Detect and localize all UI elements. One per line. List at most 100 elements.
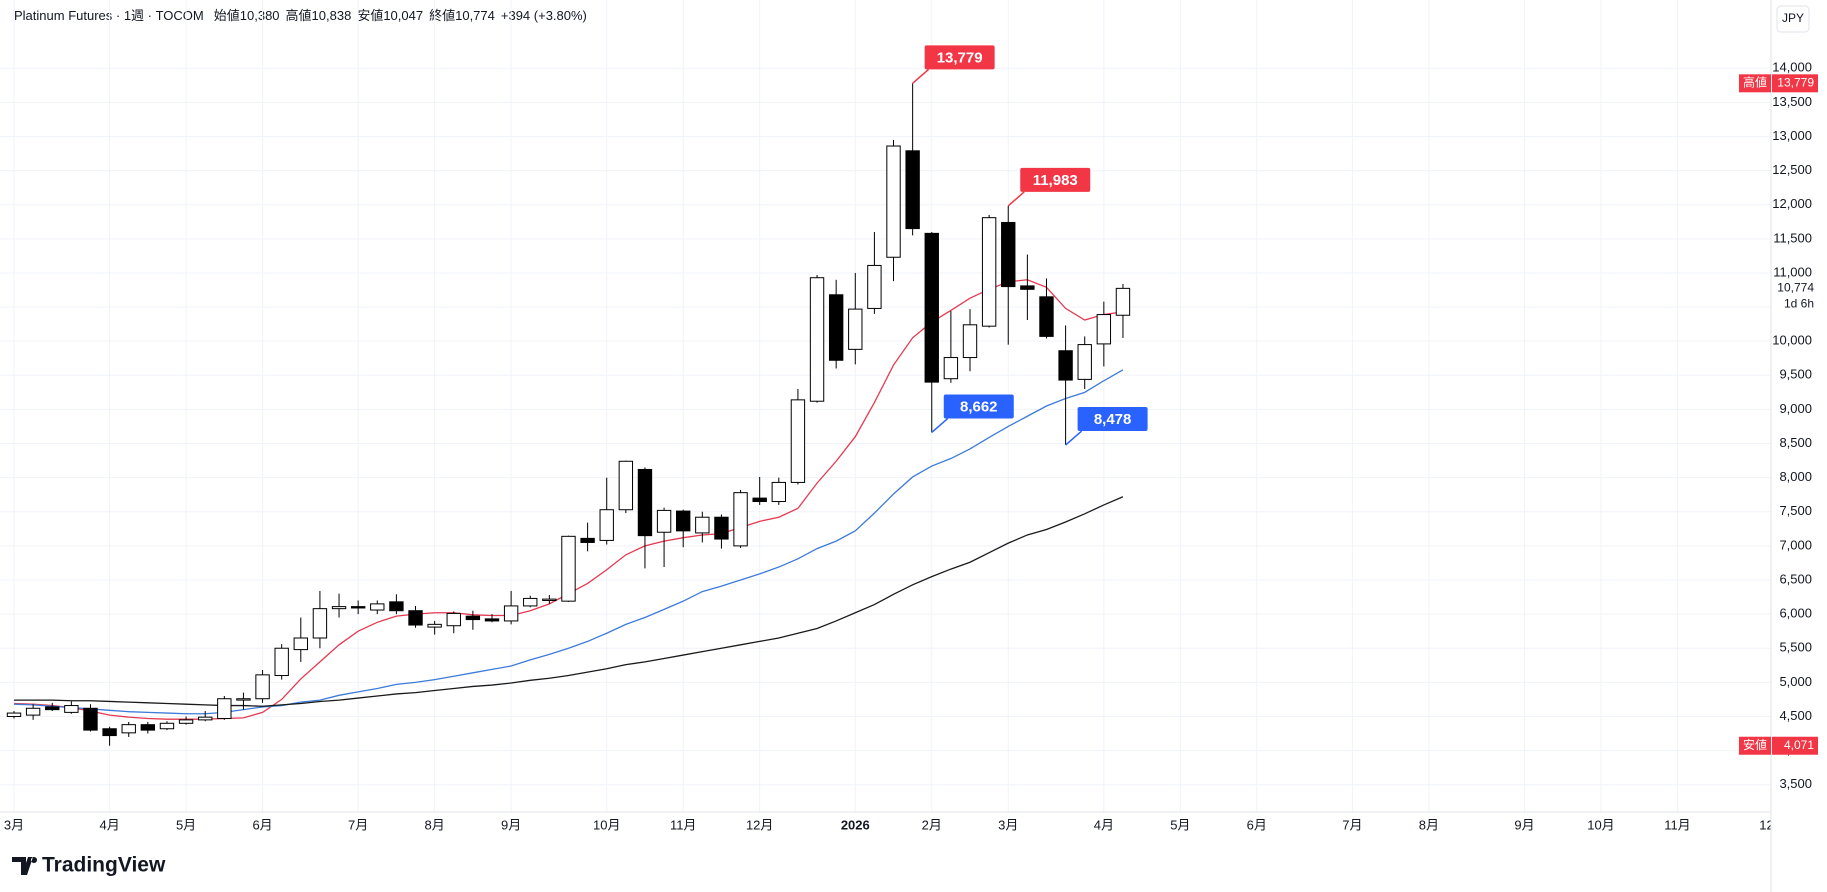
candle-body — [102, 728, 117, 737]
candle-body — [1020, 285, 1035, 290]
field-value: 10,838 — [312, 8, 352, 23]
price-tag-name: 高値 — [1743, 74, 1767, 89]
callout-label: 13,779 — [937, 49, 983, 66]
candle-body — [599, 509, 614, 541]
candle-body — [1077, 344, 1092, 380]
candle-body — [217, 698, 232, 720]
candle-body — [6, 712, 22, 717]
candle-body — [484, 618, 500, 622]
candle-body — [236, 698, 251, 701]
x-tick-label: 2月 — [922, 817, 942, 832]
callout-pointer — [912, 68, 930, 84]
field-value: 10,774 — [455, 8, 495, 23]
currency[interactable]: JPY — [1782, 11, 1804, 25]
candle-body — [121, 724, 136, 734]
candle-body — [350, 606, 366, 609]
change: +394 (+3.80%) — [501, 8, 587, 23]
y-tick-label: 6,500 — [1779, 571, 1812, 586]
x-tick-label: 11月 — [670, 817, 697, 832]
candle-body — [790, 399, 806, 483]
y-tick-label: 6,000 — [1779, 606, 1812, 621]
callout-label: 8,662 — [960, 398, 998, 415]
y-tick-label: 5,500 — [1779, 640, 1812, 655]
callout-box — [1077, 407, 1148, 432]
candle-body — [389, 601, 404, 612]
price-tag-label: 13,779 — [1777, 75, 1814, 89]
candle-body — [255, 674, 270, 700]
y-tick-label: 13,000 — [1772, 128, 1812, 143]
candle-body — [45, 706, 60, 711]
moving-average — [13, 369, 1124, 715]
field-label: 終値 — [429, 8, 455, 23]
callout-box — [1020, 167, 1091, 192]
x-tick-label: 9月 — [501, 817, 521, 832]
candle-body — [886, 145, 901, 258]
y-tick-label: 11,500 — [1773, 230, 1812, 245]
y-tick-label: 4,500 — [1779, 708, 1812, 723]
candle-body — [637, 468, 653, 537]
currency-button[interactable] — [1776, 5, 1810, 33]
candle-body — [656, 509, 672, 533]
y-tick-label: 9,000 — [1779, 401, 1812, 416]
candle-body — [427, 623, 442, 628]
candle-body — [981, 217, 997, 327]
candle-body — [943, 357, 959, 380]
logo[interactable]: TradingView — [12, 854, 166, 877]
x-tick-label: 4月 — [99, 817, 119, 832]
candle-body — [25, 707, 41, 716]
candle-body — [1039, 296, 1054, 337]
field-label: 始値 — [214, 8, 240, 23]
x-tick-label: 5月 — [1170, 817, 1190, 832]
x-tick-label: 3月 — [998, 817, 1018, 832]
price-tag-name: 安値 — [1743, 737, 1767, 752]
candle-body — [771, 481, 786, 503]
callout-pointer — [931, 417, 949, 434]
candle-body — [159, 722, 175, 730]
candle-body — [408, 610, 423, 626]
candle-body — [695, 516, 710, 534]
callout-label: 8,478 — [1094, 411, 1132, 428]
x-tick-label: 6月 — [1247, 817, 1267, 832]
callout-box — [943, 394, 1014, 419]
candle-body — [962, 324, 978, 359]
y-tick-label: 12,000 — [1772, 196, 1812, 211]
candle-body — [580, 537, 595, 543]
x-tick-label: 7月 — [1342, 817, 1362, 832]
candle-body — [274, 647, 289, 677]
price-tag-box — [1772, 736, 1818, 755]
candle-body — [312, 608, 328, 639]
x-tick-label: 9月 — [1514, 817, 1534, 832]
x-tick-label: 8月 — [425, 817, 445, 832]
price-tag-name-box — [1739, 74, 1771, 93]
y-tick-label: 14,000 — [1772, 60, 1812, 75]
candle-body — [331, 606, 347, 610]
price-tag-box — [1772, 74, 1818, 93]
candle-body — [828, 294, 844, 361]
field-value: 10,047 — [383, 8, 423, 23]
plot: 3月 4月 5月 6月 7月 8月 9月 10月 11月 12月 2026 2月 3月 4月 5月 6月 7月 8… — [0, 0, 1771, 832]
field-label: 高値 — [286, 8, 312, 23]
candle-body — [446, 612, 461, 627]
candle-body — [618, 460, 634, 511]
price-tag-countdown: 1d 6h — [1784, 297, 1814, 311]
candle-body — [523, 597, 538, 607]
x-tick-label: 6月 — [252, 817, 272, 832]
y-tick-label: 8,000 — [1779, 469, 1812, 484]
field-label: 安値 — [357, 8, 383, 23]
y-tick-label: 7,500 — [1779, 503, 1812, 518]
candle-body — [848, 308, 863, 350]
callout-box — [924, 45, 995, 70]
candle-body — [1115, 287, 1131, 316]
candle-body — [924, 232, 939, 383]
x-tick-label: 3月 — [4, 817, 24, 832]
callout-pointer — [1065, 430, 1083, 446]
moving-average — [14, 496, 1124, 707]
moving-average — [13, 279, 1124, 720]
x-tick-label: 5月 — [176, 817, 196, 832]
price-tag-name-box — [1739, 736, 1771, 755]
candle-body — [542, 598, 557, 601]
y-tick-label: 7,000 — [1779, 537, 1812, 552]
price-tag-box — [1772, 279, 1818, 316]
candle-body — [752, 497, 767, 503]
